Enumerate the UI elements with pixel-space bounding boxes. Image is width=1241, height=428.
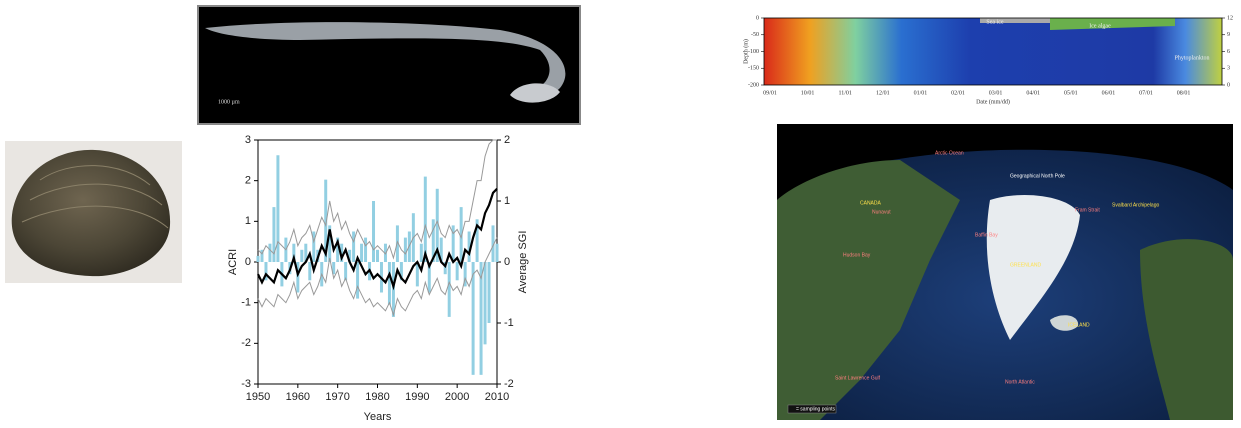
- y-tick-label: 3: [245, 134, 251, 146]
- map-legend: = sampling points: [796, 406, 836, 412]
- x-axis-label: Date (mm/dd): [976, 98, 1010, 105]
- bar: [448, 262, 451, 317]
- y-axis-label: Depth (m): [742, 39, 749, 64]
- y-tick-label: -1: [241, 297, 251, 309]
- x-tick-label: 2000: [445, 391, 469, 403]
- y-tick-label: -50: [751, 32, 759, 38]
- y-axis-label: ACRI: [227, 249, 239, 275]
- x-tick-label: 1950: [246, 391, 270, 403]
- bar: [496, 244, 499, 262]
- y-tick-label: 0: [756, 15, 759, 21]
- map-label: Svalbard Archipelago: [1112, 202, 1159, 208]
- bar: [388, 262, 391, 305]
- bar: [360, 244, 363, 262]
- map-label: North Atlantic: [1005, 379, 1035, 385]
- y2-axis-label: Average SGI: [517, 231, 529, 294]
- map: Arctic Ocean Geographical North Pole CAN…: [777, 124, 1233, 420]
- canvas: 1000 µm Arctic Ocean Geographical North …: [0, 0, 1241, 423]
- map-label: Nunavut: [872, 209, 891, 215]
- y2-tick-label: 0: [1227, 82, 1230, 88]
- y2-tick-label: 12: [1227, 15, 1233, 21]
- scale-label: 1000 µm: [218, 99, 240, 105]
- bar: [456, 262, 459, 280]
- x-tick-label: 08/01: [1177, 90, 1191, 96]
- y2-tick-label: 9: [1227, 32, 1230, 38]
- y-tick-label: -3: [241, 378, 251, 390]
- map-label: Baffin Bay: [975, 232, 998, 238]
- y2-tick-label: 1: [504, 195, 510, 207]
- map-label: GREENLAND: [1010, 262, 1042, 268]
- x-tick-label: 2010: [485, 391, 509, 403]
- x-tick-label: 1970: [325, 391, 349, 403]
- y-tick-label: 2: [245, 175, 251, 187]
- clam-photo: [5, 141, 182, 283]
- x-tick-label: 1980: [365, 391, 389, 403]
- annotation: Phytoplankton: [1174, 55, 1209, 61]
- map-label: ICELAND: [1068, 322, 1090, 328]
- map-label: Saint Lawrence Gulf: [835, 375, 881, 381]
- annotation: Ice algae: [1089, 23, 1111, 29]
- bar: [268, 244, 271, 262]
- map-label: Fram Strait: [1075, 207, 1100, 213]
- map-label: Geographical North Pole: [1010, 173, 1065, 179]
- x-tick-label: 07/01: [1139, 90, 1153, 96]
- x-tick-label: 09/01: [763, 90, 777, 96]
- bar: [364, 238, 367, 262]
- bar: [484, 262, 487, 344]
- map-label: CANADA: [860, 200, 882, 206]
- heatmap-field: [764, 18, 1222, 85]
- x-tick-label: 03/01: [989, 90, 1003, 96]
- x-tick-label: 10/01: [801, 90, 815, 96]
- map-label: Hudson Bay: [843, 252, 871, 258]
- bar: [308, 262, 311, 280]
- y2-tick-label: 6: [1227, 49, 1230, 55]
- bar: [376, 250, 379, 262]
- bar: [257, 256, 260, 262]
- map-label: Arctic Ocean: [935, 150, 964, 156]
- y-tick-label: -150: [748, 66, 759, 72]
- bar: [356, 262, 359, 299]
- bar: [352, 232, 355, 263]
- x-tick-label: 01/01: [914, 90, 928, 96]
- x-tick-label: 02/01: [951, 90, 965, 96]
- x-tick-label: 1960: [286, 391, 310, 403]
- y-tick-label: -100: [748, 49, 759, 55]
- x-tick-label: 06/01: [1102, 90, 1116, 96]
- bar: [404, 238, 407, 262]
- x-tick-label: 04/01: [1026, 90, 1040, 96]
- y2-tick-label: -2: [504, 378, 514, 390]
- x-tick-label: 12/01: [876, 90, 890, 96]
- y2-tick-label: 2: [504, 134, 510, 146]
- y2-tick-label: 3: [1227, 66, 1230, 72]
- y-tick-label: 0: [245, 256, 251, 268]
- y-tick-label: -200: [748, 82, 759, 88]
- bar: [488, 262, 491, 323]
- bar: [424, 177, 427, 262]
- page: 1000 µm Arctic Ocean Geographical North …: [0, 0, 1241, 428]
- x-tick-label: 1990: [405, 391, 429, 403]
- x-axis-label: Years: [364, 411, 392, 423]
- bar: [300, 250, 303, 262]
- shell-image: 1000 µm: [198, 6, 580, 124]
- y2-tick-label: 0: [504, 256, 510, 268]
- bar: [372, 201, 375, 262]
- x-tick-label: 11/01: [838, 90, 851, 96]
- bar: [420, 244, 423, 262]
- y2-tick-label: -1: [504, 317, 514, 329]
- x-tick-label: 05/01: [1064, 90, 1078, 96]
- y-tick-label: -2: [241, 337, 251, 349]
- y-tick-label: 1: [245, 215, 251, 227]
- annotation: Sea ice: [986, 19, 1003, 25]
